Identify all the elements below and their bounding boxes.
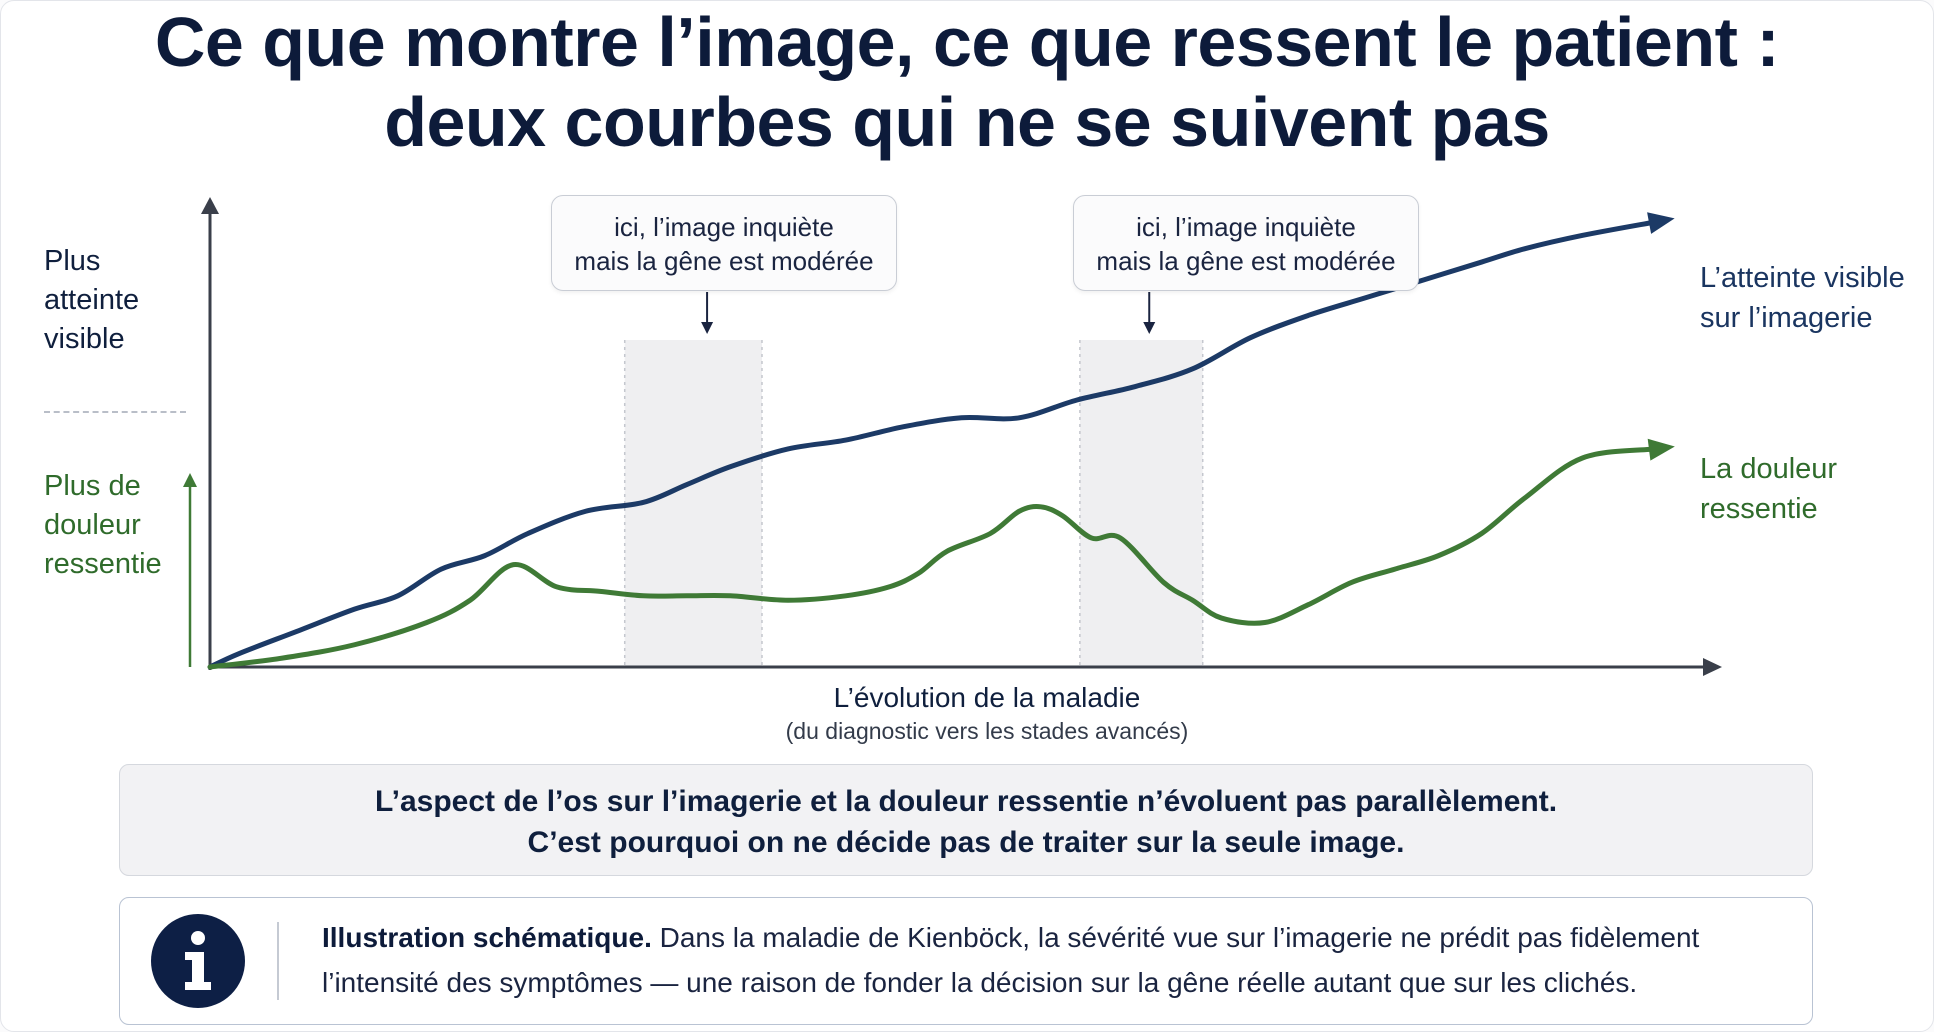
info-separator (277, 922, 279, 1000)
y-label-upper-1: Plus (44, 245, 101, 277)
callout-1-pointer-head (701, 322, 714, 334)
series-arrow-douleur (1647, 438, 1675, 461)
callout-1-line-2: mais la gêne est modérée (574, 246, 874, 276)
series-label-douleur-1: La douleur (1700, 453, 1838, 485)
info-icon (151, 914, 245, 1008)
series-label-douleur-2: ressentie (1700, 493, 1818, 525)
info-text: Illustration schématique. Dans la maladi… (322, 915, 1792, 1005)
info-text-line-1: Illustration schématique. Dans la maladi… (322, 915, 1792, 960)
title-line-2: deux courbes qui ne se suivent pas (384, 83, 1550, 161)
series-label-imagerie-1: L’atteinte visible (1700, 262, 1905, 294)
series-label-douleur: La douleur ressentie (1700, 449, 1837, 529)
series-line-imagerie (207, 219, 1658, 670)
y-label-upper-2: atteinte (44, 284, 140, 316)
callout-2-line-2: mais la gêne est modérée (1096, 246, 1396, 276)
title-line-1: Ce que montre l’image, ce que ressent le… (154, 3, 1780, 81)
series-label-imagerie-2: sur l’imagerie (1700, 302, 1873, 334)
y-label-upper: Plus atteinte visible (44, 242, 139, 359)
series-line-douleur (207, 446, 1658, 670)
y-label-divider (44, 411, 186, 413)
y-label-lower-2: douleur (44, 509, 141, 541)
callout-2-pointer-head (1143, 322, 1156, 334)
y-label-lower: Plus de douleur ressentie (44, 467, 162, 584)
x-axis-sublabel: (du diagnostic vers les stades avancés) (785, 718, 1189, 744)
x-axis-label: L’évolution de la maladie (833, 682, 1141, 713)
info-text-line-2: l’intensité des symptômes — une raison d… (322, 967, 1638, 998)
series-label-imagerie: L’atteinte visible sur l’imagerie (1700, 258, 1905, 338)
chart (183, 197, 1722, 676)
callout-1-line-1: ici, l’image inquiète (614, 212, 834, 242)
y-label-lower-3: ressentie (44, 548, 162, 580)
callout-2-line-1: ici, l’image inquiète (1136, 212, 1356, 242)
y-label-lower-1: Plus de (44, 470, 141, 502)
x-axis-arrow (1703, 658, 1722, 676)
info-bold-label: Illustration schématique. (322, 922, 652, 953)
series-arrow-imagerie (1647, 212, 1675, 234)
highlight-band-2 (1079, 340, 1203, 667)
y-label-upper-3: visible (44, 323, 125, 355)
pain-axis-arrow (183, 473, 197, 487)
summary-line-1: L’aspect de l’os sur l’imagerie et la do… (374, 785, 1558, 818)
info-box: Illustration schématique. Dans la maladi… (119, 897, 1813, 1025)
summary-box: L’aspect de l’os sur l’imagerie et la do… (119, 764, 1813, 876)
info-text-line-1-body: Dans la maladie de Kienböck, la sévérité… (651, 922, 1700, 953)
y-axis-arrow (201, 197, 219, 214)
callout-1: ici, l’image inquiète mais la gêne est m… (551, 195, 897, 291)
callout-2: ici, l’image inquiète mais la gêne est m… (1073, 195, 1419, 291)
summary-line-2: C’est pourquoi on ne décide pas de trait… (527, 826, 1405, 859)
